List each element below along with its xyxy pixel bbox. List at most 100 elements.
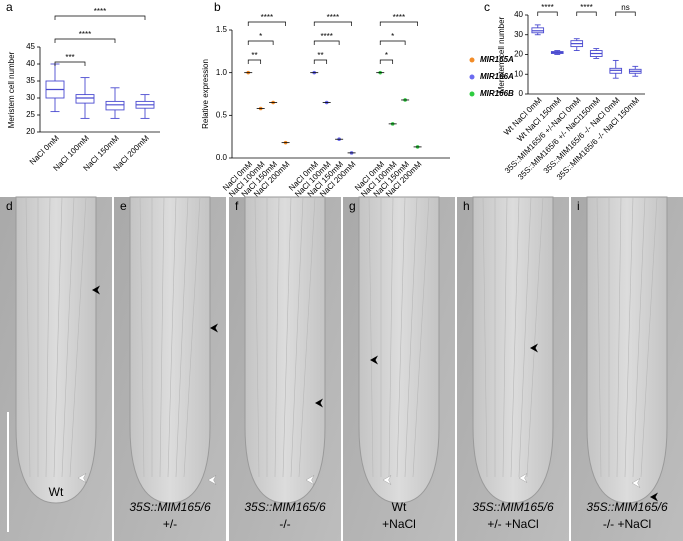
cell-file <box>616 196 622 478</box>
panel-label: d <box>6 199 13 213</box>
significance-bracket <box>54 15 146 20</box>
cell-file <box>596 196 602 478</box>
legend-marker <box>469 91 475 97</box>
arrowhead <box>305 475 315 485</box>
legend-label: MIR165A <box>480 55 514 64</box>
panel-label: f <box>235 199 239 213</box>
significance-bracket <box>379 21 418 26</box>
root <box>15 196 97 504</box>
cell-file <box>139 196 145 478</box>
y-axis-label: Relative expression <box>201 59 210 129</box>
y-tick-label: 20 <box>514 50 523 59</box>
y-tick-label: 30 <box>26 93 35 102</box>
genotype-caption: Wt <box>49 485 64 499</box>
arrowhead <box>530 343 538 353</box>
genotype-caption: 35S::MIM165/6 <box>129 500 211 514</box>
significance-bracket <box>379 40 406 45</box>
arrowhead <box>92 285 100 295</box>
cell-file <box>282 196 292 478</box>
panel-label: h <box>463 199 470 213</box>
condition-caption: +/- +NaCl <box>487 517 538 531</box>
legend-label: MIR166B <box>480 89 514 98</box>
significance-label: *** <box>65 53 74 62</box>
y-tick-label: 30 <box>514 30 523 39</box>
legend-label: MIR166A <box>480 72 514 81</box>
cell-file <box>518 196 532 478</box>
cell-file <box>640 196 658 478</box>
cell-file <box>388 196 394 478</box>
panel-label: a <box>6 0 13 14</box>
arrowhead <box>382 475 392 485</box>
arrowhead <box>77 473 87 483</box>
cell-file <box>53 196 63 478</box>
arrowhead <box>370 355 378 365</box>
cell-file <box>396 196 406 478</box>
cell-file <box>45 196 51 478</box>
root <box>129 196 211 504</box>
significance-bracket <box>247 21 286 26</box>
cell-file <box>69 196 87 478</box>
significance-label: **** <box>94 7 106 16</box>
condition-caption: -/- +NaCl <box>603 517 651 531</box>
panel-label: e <box>120 199 127 213</box>
cell-file <box>526 196 544 478</box>
significance-label: **** <box>541 3 553 12</box>
y-tick-label: 40 <box>514 10 523 19</box>
significance-label: **** <box>320 32 332 41</box>
panel-label: b <box>214 0 221 14</box>
y-axis-label: Meristem cell number <box>7 51 16 128</box>
root <box>358 196 440 504</box>
significance-label: **** <box>79 30 91 39</box>
panel-label: g <box>349 199 356 213</box>
cell-file <box>254 196 260 478</box>
y-tick-label: 0.0 <box>216 153 228 162</box>
significance-label: **** <box>393 13 405 22</box>
significance-label: ** <box>251 51 257 60</box>
cell-file <box>167 196 177 478</box>
box <box>105 100 125 111</box>
root <box>244 196 326 504</box>
cell-file <box>274 196 280 478</box>
root <box>586 196 668 504</box>
arrowhead <box>207 475 217 485</box>
cell-file <box>510 196 520 478</box>
significance-label: **** <box>261 13 273 22</box>
arrowhead <box>210 323 218 333</box>
panel-label: i <box>577 199 580 213</box>
condition-caption: +/- <box>163 517 177 531</box>
significance-bracket <box>247 59 262 64</box>
cell-file <box>159 196 165 478</box>
genotype-caption: 35S::MIM165/6 <box>586 500 668 514</box>
y-tick-label: 1.0 <box>216 68 228 77</box>
significance-bracket <box>313 59 328 64</box>
y-tick-label: 20 <box>26 127 35 136</box>
y-tick-label: 10 <box>514 69 523 78</box>
significance-bracket <box>313 40 340 45</box>
significance-bracket <box>313 21 352 26</box>
significance-bracket <box>247 40 274 45</box>
significance-label: * <box>391 32 394 41</box>
cell-file <box>412 196 430 478</box>
cell-file <box>632 196 646 478</box>
y-tick-label: 0 <box>519 89 524 98</box>
y-tick-label: 35 <box>26 76 35 85</box>
significance-bracket <box>54 38 116 43</box>
genotype-caption: 35S::MIM165/6 <box>244 500 326 514</box>
cell-file <box>624 196 634 478</box>
genotype-caption: Wt <box>392 500 407 514</box>
arrowhead <box>650 492 658 502</box>
significance-label: **** <box>327 13 339 22</box>
significance-label: ns <box>621 3 629 12</box>
condition-caption: -/- <box>279 517 290 531</box>
y-tick-label: 0.5 <box>216 110 228 119</box>
y-tick-label: 1.5 <box>216 25 228 34</box>
micrograph-panel: d Wt <box>0 196 112 541</box>
significance-bracket <box>615 11 636 16</box>
legend-marker <box>469 74 475 80</box>
cell-file <box>482 196 488 478</box>
panel-label: c <box>484 0 490 14</box>
significance-bracket <box>379 59 394 64</box>
y-tick-label: 25 <box>26 110 35 119</box>
